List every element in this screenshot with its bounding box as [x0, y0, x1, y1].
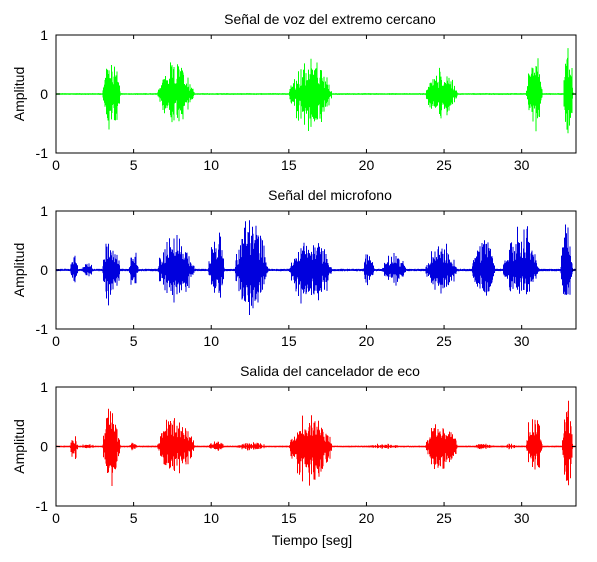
subplot-title: Señal del microfono	[268, 187, 392, 203]
x-tick-label: 20	[359, 333, 375, 349]
x-tick-label: 20	[359, 510, 375, 526]
y-tick-label: -1	[36, 498, 49, 514]
subplot-title: Señal de voz del extremo cercano	[224, 11, 436, 27]
x-tick-label: 25	[436, 333, 452, 349]
y-tick-label: 0	[40, 262, 48, 278]
x-tick-label: 10	[203, 510, 219, 526]
x-tick-label: 0	[52, 157, 60, 173]
y-tick-label: -1	[36, 145, 49, 161]
y-axis-label: Amplitud	[11, 67, 27, 121]
x-tick-label: 15	[281, 157, 297, 173]
x-tick-label: 30	[514, 333, 530, 349]
x-tick-label: 25	[436, 510, 452, 526]
y-tick-label: 0	[40, 86, 48, 102]
x-tick-label: 30	[514, 510, 530, 526]
x-tick-label: 10	[203, 157, 219, 173]
subplot-title: Salida del cancelador de eco	[240, 363, 420, 379]
x-tick-label: 15	[281, 510, 297, 526]
y-tick-label: -1	[36, 321, 49, 337]
y-axis-label: Amplitud	[11, 243, 27, 297]
x-tick-label: 15	[281, 333, 297, 349]
y-tick-label: 1	[40, 379, 48, 395]
x-tick-label: 20	[359, 157, 375, 173]
x-tick-label: 25	[436, 157, 452, 173]
x-tick-label: 5	[130, 333, 138, 349]
y-tick-label: 1	[40, 27, 48, 43]
x-tick-label: 30	[514, 157, 530, 173]
x-tick-label: 0	[52, 510, 60, 526]
x-tick-label: 0	[52, 333, 60, 349]
x-tick-label: 5	[130, 510, 138, 526]
x-tick-label: 10	[203, 333, 219, 349]
x-tick-label: 5	[130, 157, 138, 173]
x-axis-label: Tiempo [seg]	[272, 532, 352, 548]
y-axis-label: Amplitud	[11, 419, 27, 473]
y-tick-label: 1	[40, 203, 48, 219]
y-tick-label: 0	[40, 439, 48, 455]
